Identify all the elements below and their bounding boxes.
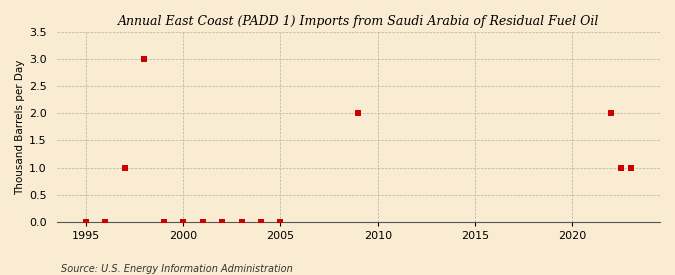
Point [119, 165, 130, 170]
Point [275, 219, 286, 224]
Point [80, 219, 91, 224]
Title: Annual East Coast (PADD 1) Imports from Saudi Arabia of Residual Fuel Oil: Annual East Coast (PADD 1) Imports from … [117, 15, 599, 28]
Point [197, 219, 208, 224]
Point [178, 219, 188, 224]
Point [256, 219, 267, 224]
Text: Source: U.S. Energy Information Administration: Source: U.S. Energy Information Administ… [61, 264, 292, 274]
Point [158, 219, 169, 224]
Point [139, 57, 150, 61]
Point [626, 165, 637, 170]
Point [353, 111, 364, 116]
Point [100, 219, 111, 224]
Point [616, 165, 626, 170]
Y-axis label: Thousand Barrels per Day: Thousand Barrels per Day [15, 59, 25, 194]
Point [236, 219, 247, 224]
Point [217, 219, 227, 224]
Point [606, 111, 617, 116]
